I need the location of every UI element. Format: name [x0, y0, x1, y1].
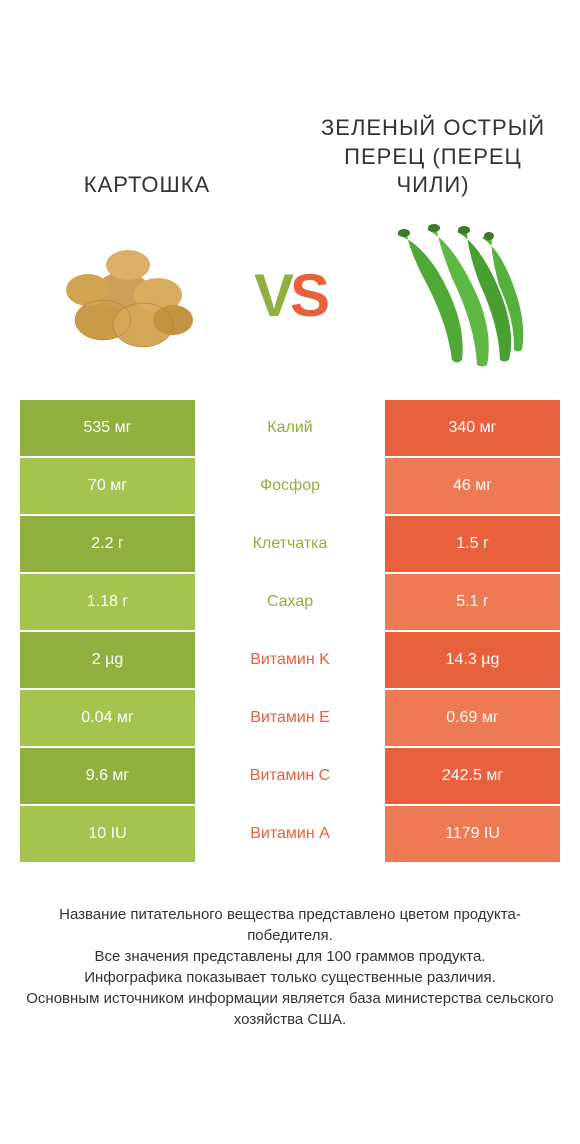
table-row: 535 мгКалий340 мг: [20, 400, 560, 458]
nutrient-name: Витамин K: [195, 632, 385, 688]
header-titles: КАРТОШКА ЗЕЛЕНЫЙ ОСТРЫЙ ПЕРЕЦ (ПЕРЕЦ ЧИЛ…: [0, 0, 580, 200]
footer-line-2: Все значения представлены для 100 граммо…: [20, 946, 560, 967]
right-value: 1.5 г: [385, 516, 560, 572]
table-row: 1.18 гСахар5.1 г: [20, 574, 560, 632]
left-value: 9.6 мг: [20, 748, 195, 804]
nutrient-name: Фосфор: [195, 458, 385, 514]
left-value: 70 мг: [20, 458, 195, 514]
vs-label: VS: [254, 261, 326, 330]
table-row: 10 IUВитамин A1179 IU: [20, 806, 560, 864]
right-value: 5.1 г: [385, 574, 560, 630]
right-value: 242.5 мг: [385, 748, 560, 804]
vs-s: S: [290, 262, 326, 329]
potato-image: [38, 215, 218, 375]
table-row: 2 µgВитамин K14.3 µg: [20, 632, 560, 690]
left-value: 2.2 г: [20, 516, 195, 572]
left-value: 2 µg: [20, 632, 195, 688]
left-product-title: КАРТОШКА: [30, 171, 264, 200]
table-row: 0.04 мгВитамин E0.69 мг: [20, 690, 560, 748]
nutrient-name: Витамин E: [195, 690, 385, 746]
right-value: 46 мг: [385, 458, 560, 514]
left-value: 1.18 г: [20, 574, 195, 630]
chili-image: [362, 215, 542, 375]
left-value: 10 IU: [20, 806, 195, 862]
table-row: 2.2 гКлетчатка1.5 г: [20, 516, 560, 574]
right-value: 0.69 мг: [385, 690, 560, 746]
table-row: 70 мгФосфор46 мг: [20, 458, 560, 516]
footer-line-3: Инфографика показывает только существенн…: [20, 967, 560, 988]
vs-v: V: [254, 262, 290, 329]
nutrient-name: Клетчатка: [195, 516, 385, 572]
table-row: 9.6 мгВитамин C242.5 мг: [20, 748, 560, 806]
nutrient-name: Витамин C: [195, 748, 385, 804]
footer-line-4: Основным источником информации является …: [20, 988, 560, 1030]
footer-notes: Название питательного вещества представл…: [0, 864, 580, 1030]
right-value: 14.3 µg: [385, 632, 560, 688]
right-value: 340 мг: [385, 400, 560, 456]
comparison-table: 535 мгКалий340 мг70 мгФосфор46 мг2.2 гКл…: [20, 400, 560, 864]
nutrient-name: Сахар: [195, 574, 385, 630]
left-value: 0.04 мг: [20, 690, 195, 746]
right-value: 1179 IU: [385, 806, 560, 862]
images-row: VS: [0, 200, 580, 400]
nutrient-name: Калий: [195, 400, 385, 456]
right-product-title: ЗЕЛЕНЫЙ ОСТРЫЙ ПЕРЕЦ (ПЕРЕЦ ЧИЛИ): [316, 114, 550, 200]
left-value: 535 мг: [20, 400, 195, 456]
nutrient-name: Витамин A: [195, 806, 385, 862]
footer-line-1: Название питательного вещества представл…: [20, 904, 560, 946]
